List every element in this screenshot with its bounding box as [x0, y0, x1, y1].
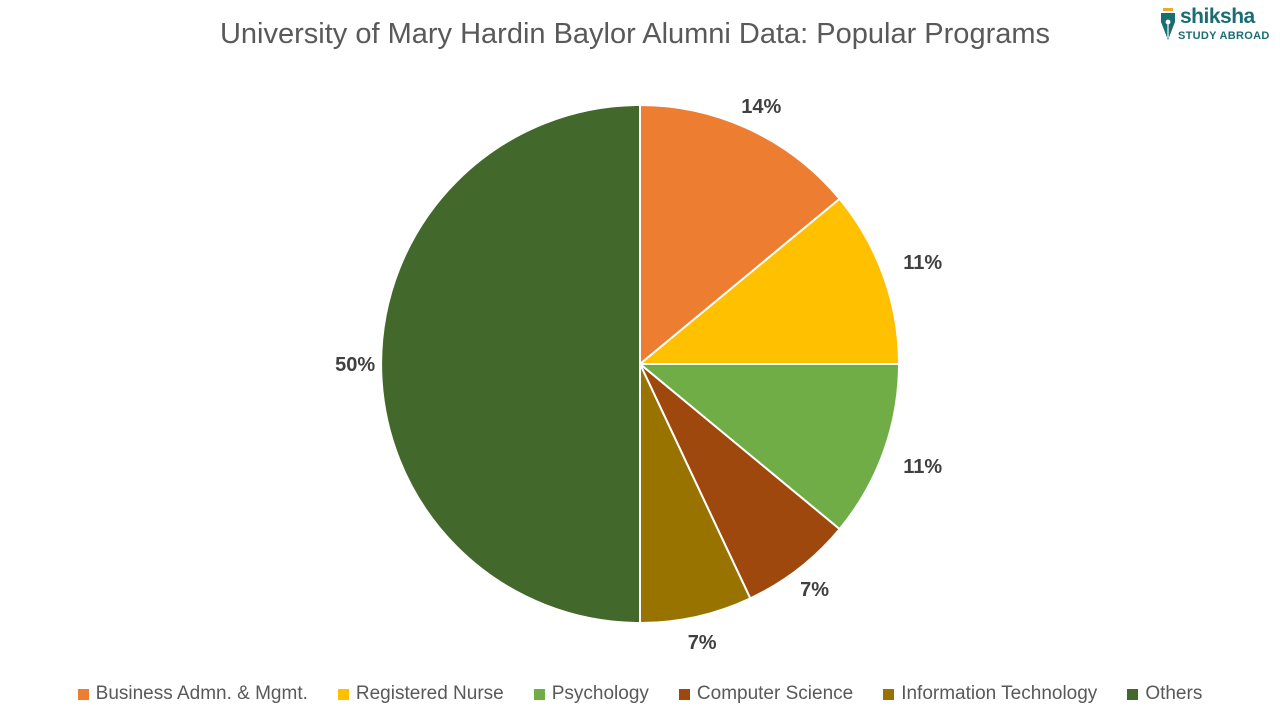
- chart-title: University of Mary Hardin Baylor Alumni …: [219, 18, 1051, 50]
- slice-data-label: 11%: [903, 456, 942, 478]
- pie-slice-2: [637, 197, 901, 365]
- legend-swatch: [533, 688, 545, 700]
- legend-item: Psychology: [533, 683, 649, 705]
- slice-data-label: 14%: [741, 96, 781, 118]
- legend-swatch: [1127, 688, 1139, 700]
- legend-label: Psychology: [551, 683, 649, 704]
- legend-item: Computer Science: [678, 683, 854, 705]
- legend-label: Registered Nurse: [355, 683, 504, 704]
- legend-label: Others: [1145, 683, 1203, 704]
- pie-slice-5: [639, 363, 752, 625]
- legend-item: Registered Nurse: [337, 683, 504, 705]
- legend-item: Information Technology: [883, 683, 1097, 705]
- legend: Business Admn. & Mgmt. Registered Nurse Ps…: [0, 683, 1280, 705]
- shiksha-logo: shiksha STUDY ABROAD: [1158, 5, 1270, 46]
- legend-label: Business Admn. & Mgmt.: [95, 683, 308, 704]
- legend-label: Computer Science: [696, 683, 854, 704]
- legend-item: Business Admn. & Mgmt.: [77, 683, 308, 705]
- pie-slice-6: [380, 103, 641, 625]
- pen-nib-icon: [1161, 8, 1175, 40]
- slice-data-label: 7%: [800, 579, 829, 601]
- logo-brand: shiksha: [1180, 5, 1255, 28]
- slice-data-label: 11%: [903, 252, 942, 274]
- legend-swatch: [77, 688, 89, 700]
- legend-label: Information Technology: [901, 683, 1098, 704]
- pie-slice-4: [639, 363, 841, 600]
- logo-tagline: STUDY ABROAD: [1178, 30, 1270, 42]
- slice-data-label: 7%: [688, 632, 717, 654]
- pie-slice-3: [637, 363, 901, 531]
- slice-data-label: 50%: [335, 354, 375, 376]
- legend-swatch: [337, 688, 349, 700]
- legend-swatch: [883, 688, 895, 700]
- legend-swatch: [678, 688, 690, 700]
- legend-item: Others: [1127, 683, 1202, 705]
- pie-slice-1: [639, 103, 841, 367]
